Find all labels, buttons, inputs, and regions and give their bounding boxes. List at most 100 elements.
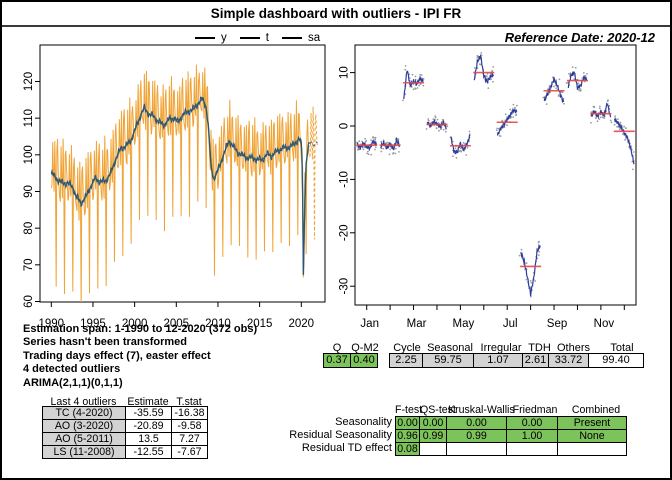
legend-item-t: t	[239, 32, 269, 44]
test-cell: 0.08	[395, 442, 420, 456]
test-cell: None	[557, 429, 627, 443]
seasonal-subseries-chart: 10 0 -10 -20 -30 Jan Mar May Jul Sep Nov	[339, 44, 637, 330]
month-cluster-Sep	[542, 76, 565, 105]
outlier-label: TC (4-2020)	[42, 406, 126, 420]
seasonal-factor-line	[614, 117, 635, 165]
arima-model-line: ARIMA(2,1,1)(0,1,1)	[23, 376, 123, 389]
seasonal-factor-line	[496, 107, 518, 136]
combined-col-header: Combined	[571, 404, 621, 416]
month-tick-label: Jul	[503, 318, 518, 330]
outlier-tstat: -16.38	[171, 406, 208, 420]
y-series-line-icon	[195, 37, 215, 39]
chart-legend: y t sa	[195, 32, 320, 44]
sa-series-line-icon	[281, 37, 302, 39]
x-axis-tick-label: 2015	[247, 318, 273, 330]
estimate-col-header: Estimate	[127, 396, 169, 408]
residual-td-row-label: Residual TD effect	[301, 442, 392, 454]
outlier-tstat: -7.67	[171, 445, 208, 459]
y-axis-tick-label: -10	[339, 171, 351, 188]
month-cluster-Mar	[402, 65, 425, 102]
month-cluster-Oct	[565, 66, 588, 92]
x-axis-tick-label: 2020	[288, 318, 314, 330]
q-m2-header: Q-M2	[351, 342, 379, 354]
y-axis-tick-label: -30	[339, 278, 351, 295]
kruskal-wallis-col-header: Kruskal-Wallis	[448, 404, 515, 416]
total-value: 99.40	[588, 353, 644, 368]
tdh-value: 2.61	[522, 353, 549, 368]
reference-date: Reference Date: 2020-12	[504, 30, 655, 45]
y-axis-tick-label: 120	[23, 72, 35, 91]
q-gap-cell	[378, 353, 389, 368]
diagnostics-text: Estimation span: 1-1990 to 12-2020 (372 …	[23, 323, 257, 390]
outlier-tstat: -9.58	[171, 419, 208, 433]
month-cluster-Apr	[425, 115, 449, 133]
x-axis-tick-label: 1995	[80, 318, 106, 330]
others-header: Others	[556, 342, 590, 354]
y-axis-tick-label: 70	[23, 258, 35, 271]
month-cluster-Aug	[518, 240, 542, 298]
month-cluster-Jun	[473, 52, 495, 89]
cycle-header: Cycle	[393, 342, 421, 354]
month-cluster-Dec	[613, 115, 635, 171]
seasonal-factor-line	[567, 71, 588, 90]
y-axis-tick-label: 90	[23, 185, 35, 198]
outliers-col-header: Last 4 outliers	[50, 396, 117, 408]
seasonality-row-cells: 0.00 0.00 0.00 0.00 Present	[395, 416, 627, 430]
x-axis-tick-label: 2005	[163, 318, 189, 330]
outlier-tstat: 7.27	[171, 432, 208, 446]
outlier-estimate: -20.89	[125, 419, 172, 433]
x-axis-tick-label: 2010	[205, 318, 231, 330]
qstest-col-header: QS-test	[420, 404, 456, 416]
friedman-col-header: Friedman	[512, 404, 558, 416]
table-row: AO (3-2020) -20.89 -9.58	[42, 419, 208, 433]
y-axis-tick-label: 10	[339, 66, 351, 79]
seasonality-tests-header: F-test QS-test Kruskal-Wallis Friedman C…	[395, 404, 631, 416]
seasonal-factor-line	[590, 102, 612, 120]
q-m2-value: 0.40	[350, 353, 378, 368]
title-bar: Simple dashboard with outliers - IPI FR	[2, 2, 670, 27]
test-cell	[506, 442, 558, 456]
trading-days-line: Trading days effect (7), easter effect	[23, 349, 211, 362]
legend-label-y: y	[221, 32, 227, 44]
cycle-value: 2.25	[389, 353, 423, 368]
table-row: LS (11-2008) -12.55 -7.67	[42, 445, 208, 459]
legend-item-sa: sa	[281, 32, 320, 44]
tstat-col-header: T.stat	[176, 396, 202, 408]
y-axis-tick-label: 110	[23, 109, 35, 127]
month-tick-label: Nov	[594, 318, 615, 330]
right-plot-box	[354, 44, 637, 306]
y-series-path	[50, 64, 310, 302]
month-cluster-May	[449, 130, 471, 159]
y-axis-tick-label: 100	[23, 145, 35, 164]
month-tick-label: May	[453, 318, 475, 330]
seasonality-row-label: Seasonality	[335, 416, 392, 428]
seasonal-factor-line	[403, 70, 424, 99]
month-cluster-Jul	[495, 103, 518, 138]
outlier-label: LS (11-2008)	[42, 445, 126, 459]
total-header: Total	[610, 342, 634, 354]
outlier-estimate: 13.5	[125, 432, 172, 446]
test-cell: 0.99	[419, 429, 447, 443]
month-cluster-Jan	[354, 136, 378, 156]
seasonal-factor-line	[543, 77, 565, 104]
legend-label-t: t	[265, 32, 269, 44]
sa-forecast-path	[309, 141, 318, 147]
legend-item-y: y	[195, 32, 227, 44]
y-axis-tick-label: 0	[339, 123, 351, 129]
irregular-header: Irregular	[480, 342, 522, 354]
residual-seasonality-row-label: Residual Seasonality	[289, 429, 392, 441]
test-cell: 0.00	[446, 416, 507, 430]
ftest-col-header: F-test	[395, 404, 423, 416]
y-axis-tick-label: -20	[339, 224, 351, 241]
left-plot-box	[39, 44, 326, 303]
test-cell: 0.99	[446, 429, 507, 443]
outliers-table-header: Last 4 outliers Estimate T.stat	[42, 396, 207, 408]
page-title: Simple dashboard with outliers - IPI FR	[210, 6, 462, 21]
sa-series-path	[50, 96, 310, 275]
q-header: Q	[332, 342, 342, 354]
q-stats-values: 0.37 0.40 2.25 59.75 1.07 2.61 33.72 99.…	[323, 353, 644, 368]
others-value: 33.72	[548, 353, 589, 368]
month-tick-label: Sep	[547, 318, 567, 330]
residual-seasonality-row-cells: 0.96 0.99 0.99 1.00 None	[395, 429, 627, 443]
